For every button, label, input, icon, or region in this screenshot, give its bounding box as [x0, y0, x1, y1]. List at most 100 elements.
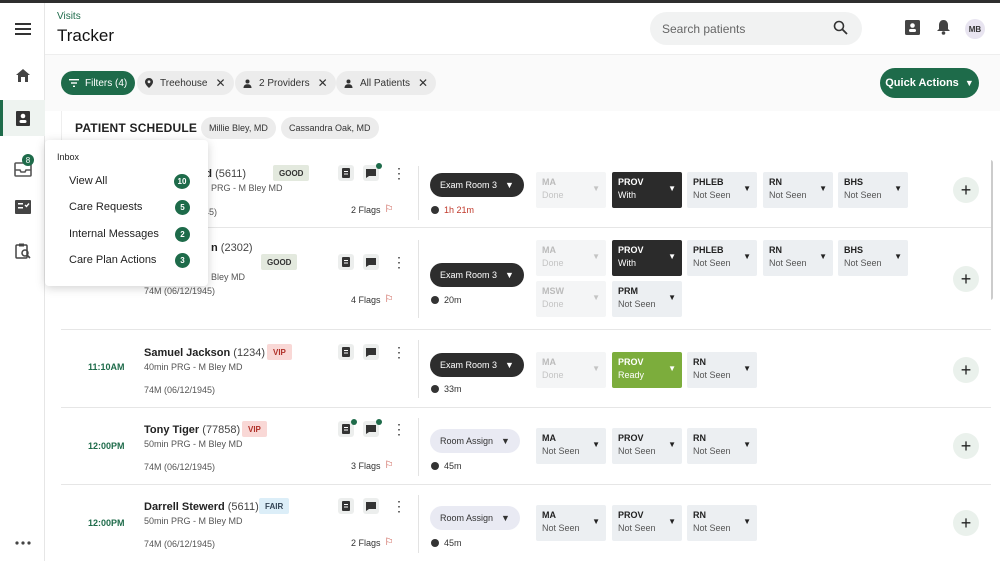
status-prm[interactable]: PRM Not Seen ▼ [612, 281, 682, 317]
status-rn[interactable]: RN Not Seen ▼ [687, 428, 757, 464]
status-rn[interactable]: RN Not Seen ▼ [763, 172, 833, 208]
caret-down-icon: ▼ [501, 436, 510, 446]
quick-actions-button[interactable]: Quick Actions ▼ [880, 68, 979, 98]
filter-bar: Filters (4) Treehouse ✕ 2 Providers ✕ Al… [45, 55, 1000, 111]
add-button[interactable]: + [953, 433, 979, 459]
providers-chip[interactable]: 2 Providers ✕ [235, 71, 336, 95]
contact-card-icon[interactable] [905, 19, 920, 40]
table-row[interactable]: n (2302) GOOD Bley MD 74M (06/12/1945) ⋮… [61, 228, 991, 330]
appointment-info: 50min PRG - M Bley MD [144, 439, 243, 449]
table-row[interactable]: rd (5611) GOOD PRG - M Bley MD 45) ⋮ 2 F… [61, 156, 991, 228]
patient-name[interactable]: Tony Tiger (77858) [144, 424, 241, 436]
document-icon[interactable] [338, 498, 354, 514]
tasks-icon[interactable] [0, 189, 45, 225]
search-input[interactable] [662, 12, 822, 45]
document-icon[interactable] [338, 254, 354, 270]
search-icon[interactable] [833, 20, 848, 40]
patients-icon[interactable] [0, 100, 45, 136]
patient-name[interactable]: Darrell Stewerd (5611) [144, 501, 259, 513]
caret-down-icon: ▼ [505, 270, 514, 280]
inbox-item-internal-messages[interactable]: Internal Messages 2 [45, 222, 208, 248]
inbox-item-view-all[interactable]: View All 10 [45, 169, 208, 195]
room-select[interactable]: Room Assign ▼ [430, 429, 520, 453]
location-chip[interactable]: Treehouse ✕ [137, 71, 234, 95]
flags-count[interactable]: 2 Flags ⚐ [351, 204, 394, 215]
table-row[interactable]: 11:10AM Samuel Jackson (1234) VIP 40min … [61, 330, 991, 408]
inbox-item-care-plan-actions[interactable]: Care Plan Actions 3 [45, 248, 208, 274]
status-prov[interactable]: PROV Not Seen ▼ [612, 505, 682, 541]
status-ma[interactable]: MA Done ▼ [536, 352, 606, 388]
filter-icon [69, 79, 79, 87]
more-options-icon[interactable]: ⋮ [392, 254, 406, 270]
more-options-icon[interactable]: ⋮ [392, 421, 406, 437]
status-ma[interactable]: MA Not Seen ▼ [536, 428, 606, 464]
document-icon[interactable] [338, 421, 354, 437]
search-bar[interactable] [650, 12, 862, 45]
clock-icon [431, 296, 439, 304]
more-options-icon[interactable]: ⋮ [392, 498, 406, 514]
status-rn[interactable]: RN Not Seen ▼ [687, 352, 757, 388]
room-select[interactable]: Room Assign ▼ [430, 506, 520, 530]
flags-count[interactable]: 2 Flags ⚐ [351, 537, 394, 548]
status-ma[interactable]: MA Done ▼ [536, 172, 606, 208]
provider-tab[interactable]: Cassandra Oak, MD [281, 117, 379, 139]
message-icon[interactable] [363, 254, 379, 270]
divider [418, 495, 419, 553]
close-icon[interactable]: ✕ [215, 76, 226, 90]
flags-count[interactable]: 3 Flags ⚐ [351, 460, 394, 471]
inbox-icon[interactable]: 8 [0, 151, 45, 187]
more-icon[interactable] [0, 525, 45, 561]
add-button[interactable]: + [953, 266, 979, 292]
patient-name[interactable]: Samuel Jackson (1234) [144, 347, 266, 359]
breadcrumb[interactable]: Visits [57, 11, 81, 22]
status-prov[interactable]: PROV With ▼ [612, 172, 682, 208]
count-badge: 5 [175, 200, 190, 215]
appointment-time: 12:00PM [88, 518, 125, 528]
caret-down-icon: ▼ [505, 360, 514, 370]
patient-name[interactable]: n (2302) [211, 242, 253, 254]
message-icon[interactable] [363, 421, 379, 437]
status-rn[interactable]: RN Not Seen ▼ [687, 505, 757, 541]
status-ma[interactable]: MA Not Seen ▼ [536, 505, 606, 541]
inbox-item-care-requests[interactable]: Care Requests 5 [45, 195, 208, 221]
bell-icon[interactable] [936, 19, 951, 40]
more-options-icon[interactable]: ⋮ [392, 165, 406, 181]
person-icon [243, 79, 252, 88]
status-phleb[interactable]: PHLEB Not Seen ▼ [687, 172, 757, 208]
room-select[interactable]: Exam Room 3 ▼ [430, 353, 524, 377]
status-bhs[interactable]: BHS Not Seen ▼ [838, 172, 908, 208]
status-phleb[interactable]: PHLEB Not Seen ▼ [687, 240, 757, 276]
room-select[interactable]: Exam Room 3 ▼ [430, 173, 524, 197]
close-icon[interactable]: ✕ [418, 76, 429, 90]
add-button[interactable]: + [953, 357, 979, 383]
room-select[interactable]: Exam Room 3 ▼ [430, 263, 524, 287]
message-icon[interactable] [363, 165, 379, 181]
add-button[interactable]: + [953, 510, 979, 536]
document-icon[interactable] [338, 165, 354, 181]
status-prov[interactable]: PROV With ▼ [612, 240, 682, 276]
reports-icon[interactable] [0, 233, 45, 269]
status-msw[interactable]: MSW Done ▼ [536, 281, 606, 317]
patients-chip[interactable]: All Patients ✕ [336, 71, 437, 95]
avatar[interactable]: MB [965, 19, 985, 39]
status-prov[interactable]: PROV Ready ▼ [612, 352, 682, 388]
flags-count[interactable]: 4 Flags ⚐ [351, 294, 394, 305]
document-icon[interactable] [338, 344, 354, 360]
filters-button[interactable]: Filters (4) [61, 71, 136, 95]
table-row[interactable]: 12:00PM Tony Tiger (77858) VIP 50min PRG… [61, 408, 991, 485]
add-button[interactable]: + [953, 177, 979, 203]
close-icon[interactable]: ✕ [317, 76, 328, 90]
message-icon[interactable] [363, 498, 379, 514]
status-bhs[interactable]: BHS Not Seen ▼ [838, 240, 908, 276]
home-icon[interactable] [0, 57, 45, 93]
patient-id: (77858) [202, 424, 241, 436]
menu-icon[interactable] [0, 11, 45, 47]
status-prov[interactable]: PROV Not Seen ▼ [612, 428, 682, 464]
table-row[interactable]: 12:00PM Darrell Stewerd (5611) FAIR 50mi… [61, 485, 991, 561]
status-ma[interactable]: MA Done ▼ [536, 240, 606, 276]
more-options-icon[interactable]: ⋮ [392, 344, 406, 360]
status-rn[interactable]: RN Not Seen ▼ [763, 240, 833, 276]
provider-tab[interactable]: Millie Bley, MD [201, 117, 276, 139]
message-icon[interactable] [363, 344, 379, 360]
flag-icon: ⚐ [384, 460, 394, 471]
